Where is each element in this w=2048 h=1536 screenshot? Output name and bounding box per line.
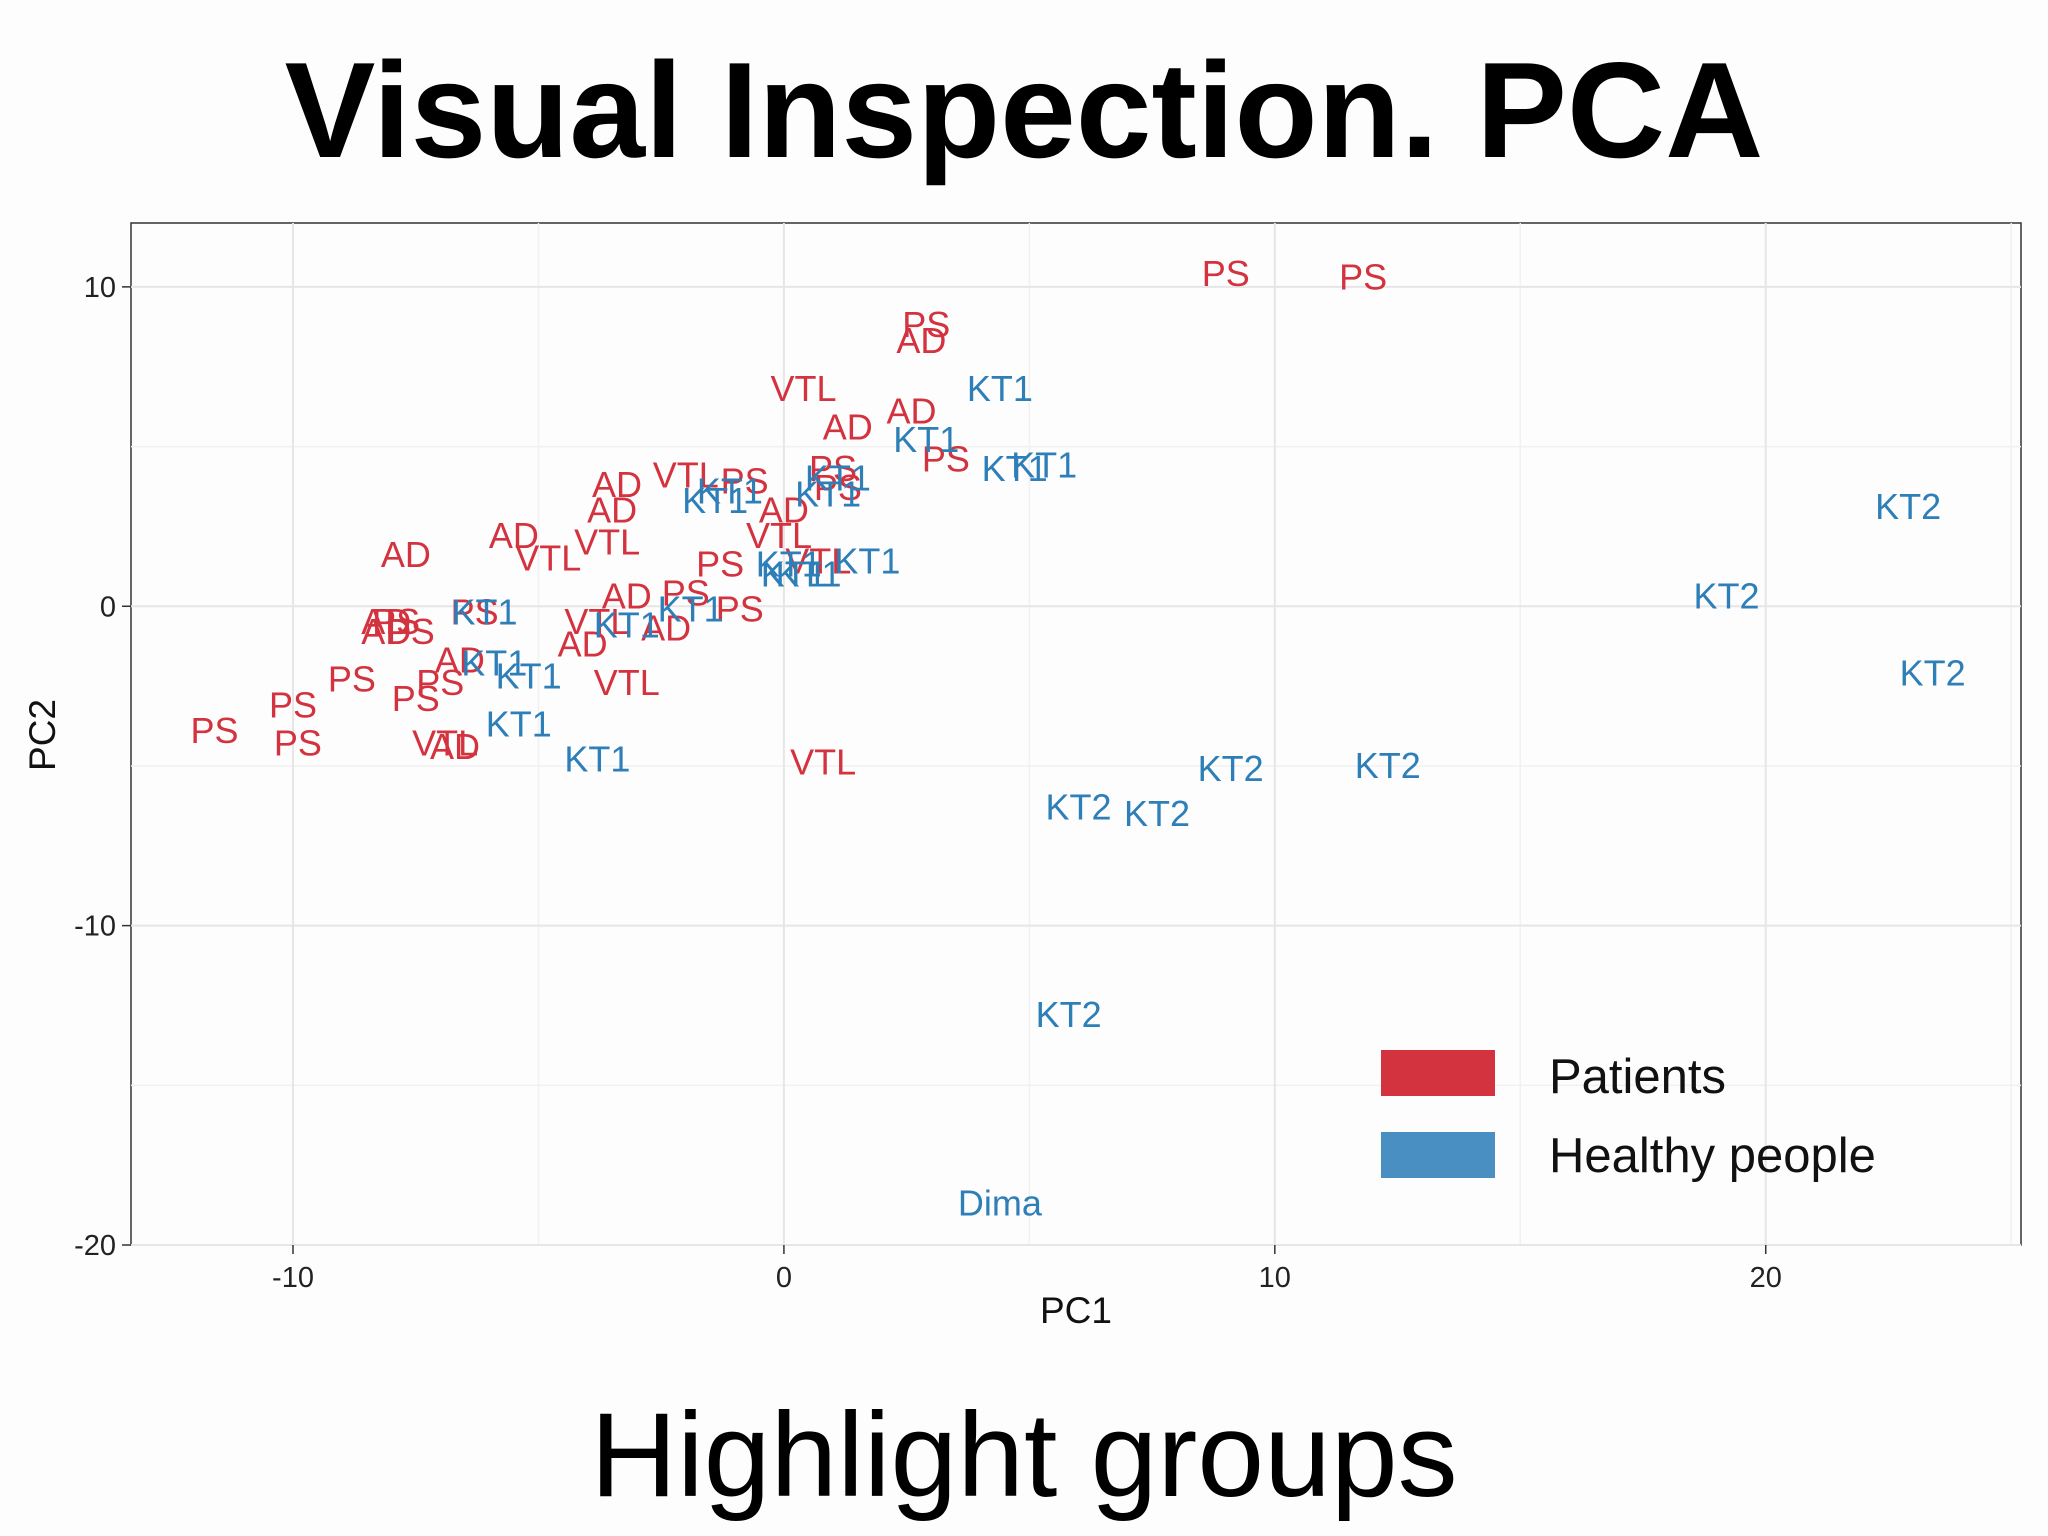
point-label-kt1: KT1 [496,656,562,697]
point-label-kt1: KT1 [756,544,822,585]
point-label-ad: AD [489,515,539,556]
x-axis-title: PC1 [1040,1290,1112,1331]
point-label-ps: PS [696,544,744,585]
slide-title: Visual Inspection. PCA [284,34,1764,186]
point-label-vtl: VTL [594,662,660,703]
point-label-vtl: VTL [564,601,630,642]
point-label-vtl: VTL [515,537,581,578]
point-label-kt1: KT1 [451,592,517,633]
x-tick-label: 20 [1750,1262,1782,1294]
point-label-ps: PS [814,467,862,508]
point-label-ad: AD [430,726,480,767]
point-label-kt1: KT1 [461,643,527,684]
point-label-ad: AD [587,489,637,530]
point-label-ps: PS [269,684,317,725]
point-label-ps: PS [716,588,764,629]
y-axis-title: PC2 [22,699,63,771]
point-label-ps: PS [387,611,435,652]
point-label-ad: AD [558,624,608,665]
point-label-kt1: KT1 [564,739,630,780]
axes: -10 0 10 20 -20 -10 0 10 [74,272,1782,1294]
point-label-kt1: KT1 [658,588,724,629]
point-label-ps: PS [392,678,440,719]
point-label-kt1: KT1 [486,703,552,744]
legend-swatch-patients [1381,1050,1495,1096]
point-label-ad: AD [602,576,652,617]
point-label-kt1: KT1 [761,553,827,594]
point-label-kt2: KT2 [1355,745,1421,786]
x-tick-label: -10 [272,1262,314,1294]
point-label-kt1: KT1 [805,458,871,499]
point-label-ps: PS [416,662,464,703]
point-label-vtl: VTL [746,515,812,556]
slide-subtitle: Highlight groups [590,1388,1458,1522]
point-label-ad: AD [759,489,809,530]
point-label-kt2: KT2 [1198,748,1264,789]
point-label-kt1: KT1 [982,448,1048,489]
point-label-ad: AD [361,601,411,642]
point-label-kt1: KT1 [834,541,900,582]
point-label-ad: AD [896,320,946,361]
point-label-ad: AD [381,534,431,575]
point-label-ps: PS [1339,256,1387,297]
point-label-kt2: KT2 [1900,652,1966,693]
point-label-kt1: KT1 [1011,445,1077,486]
point-label-kt2: KT2 [1875,486,1941,527]
point-label-vtl: VTL [785,541,851,582]
legend-swatch-healthy [1381,1132,1495,1178]
point-label-ad: AD [592,464,642,505]
point-label-ps: PS [451,592,499,633]
legend: Patients Healthy people [1381,1050,1876,1183]
point-label-vtl: VTL [574,521,640,562]
grid-lines [131,223,2021,1246]
point-label-ps: PS [1202,253,1250,294]
point-label-ps: PS [662,572,710,613]
point-label-vtl: VTL [412,723,478,764]
y-tick-label: 10 [84,272,116,304]
point-label-kt2: KT2 [1036,994,1102,1035]
point-label-ad: AD [435,640,485,681]
point-label-kt2: KT2 [1693,576,1759,617]
point-label-kt1: KT1 [594,604,660,645]
point-label-ad: AD [641,608,691,649]
point-label-kt1: KT1 [893,419,959,460]
point-label-ps: PS [902,304,950,345]
x-tick-label: 0 [776,1262,792,1294]
point-label-ps: PS [372,601,420,642]
point-label-vtl: VTL [771,368,837,409]
point-label-ps: PS [190,710,238,751]
point-label-kt1: KT1 [697,470,763,511]
point-label-ad: AD [361,611,411,652]
point-label-kt2: KT2 [1124,793,1190,834]
point-label-ps: PS [922,438,970,479]
point-label-dima: Dima [958,1182,1043,1223]
y-tick-label: -20 [74,1230,116,1262]
y-tick-label: -10 [74,911,116,943]
point-label-kt2: KT2 [1045,786,1111,827]
point-label-ps: PS [274,723,322,764]
point-label-kt1: KT1 [775,553,841,594]
point-label-ps: PS [809,448,857,489]
x-tick-label: 10 [1259,1262,1291,1294]
legend-label-healthy: Healthy people [1549,1129,1876,1183]
legend-label-patients: Patients [1549,1050,1726,1104]
point-label-kt1: KT1 [682,480,748,521]
point-label-ps: PS [721,461,769,502]
point-label-ad: AD [887,390,937,431]
point-label-kt1: KT1 [795,473,861,514]
point-label-ps: PS [328,659,376,700]
y-tick-label: 0 [100,591,116,623]
point-label-ad: AD [823,406,873,447]
point-label-vtl: VTL [653,454,719,495]
point-label-kt1: KT1 [967,368,1033,409]
plot-panel [130,222,2022,1246]
point-label-vtl: VTL [790,742,856,783]
